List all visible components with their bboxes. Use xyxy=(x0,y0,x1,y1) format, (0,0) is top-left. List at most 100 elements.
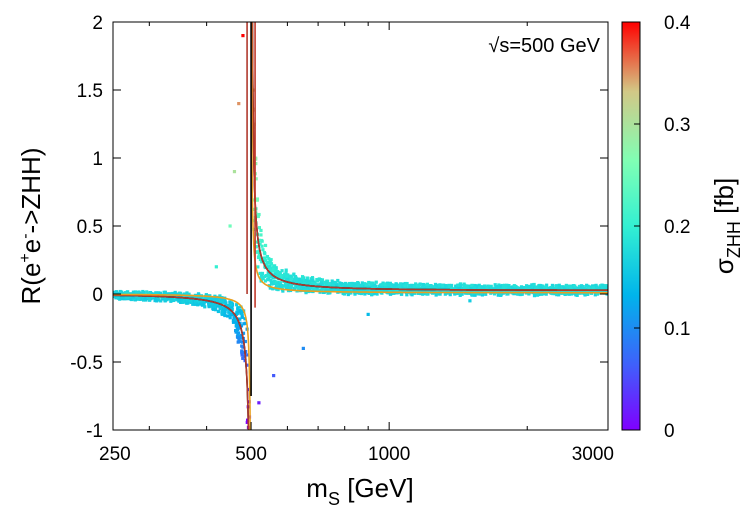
scatter-point xyxy=(380,282,384,287)
scatter-point xyxy=(211,304,215,308)
scatter-point xyxy=(240,349,244,353)
scatter-point xyxy=(459,289,463,293)
y-axis-title-sup1: + xyxy=(17,253,34,262)
scatter-point xyxy=(464,285,468,289)
scatter-point xyxy=(237,337,241,341)
scatter-point xyxy=(297,286,301,290)
scatter-point xyxy=(527,292,531,296)
scatter-point xyxy=(469,285,473,289)
scatter-point xyxy=(531,289,535,294)
scatter-point xyxy=(123,295,127,299)
scatter-point xyxy=(488,289,492,294)
scatter-point xyxy=(353,292,357,296)
scatter-point xyxy=(231,312,235,317)
x-axis-title-sub: S xyxy=(328,489,340,509)
scatter-point xyxy=(313,288,317,292)
scatter-point xyxy=(128,297,132,301)
scatter-point xyxy=(148,297,152,301)
scatter-point xyxy=(468,299,472,303)
scatter-point xyxy=(186,294,190,298)
scatter-point xyxy=(187,292,191,296)
scatter-point xyxy=(313,280,317,284)
scatter-point xyxy=(263,243,268,248)
scatter-point xyxy=(425,282,429,286)
y-tick-label: 1.5 xyxy=(77,81,103,102)
scatter-point xyxy=(412,284,416,288)
scatter-point xyxy=(430,289,434,293)
colorbar-title-unit: [fb] xyxy=(709,178,739,221)
scatter-point xyxy=(223,313,227,318)
scatter-point xyxy=(267,277,271,281)
scatter-point xyxy=(544,285,548,289)
scatter-point xyxy=(510,285,515,290)
scatter-point xyxy=(236,307,240,311)
scatter-point xyxy=(581,285,585,289)
scatter-point xyxy=(564,289,568,293)
scatter-point xyxy=(485,285,489,290)
scatter-point xyxy=(133,291,137,295)
scatter-point xyxy=(601,283,605,287)
scatter-point xyxy=(575,293,579,297)
scatter-point xyxy=(349,285,353,289)
scatter-point xyxy=(591,286,595,290)
scatter-point xyxy=(343,289,347,293)
scatter-point xyxy=(260,271,265,276)
scatter-point xyxy=(563,292,567,297)
scatter-point xyxy=(119,291,124,295)
scatter-point xyxy=(210,296,214,300)
scatter-point xyxy=(356,289,360,293)
scatter-point xyxy=(295,283,300,287)
scatter-point xyxy=(483,284,487,288)
scatter-point xyxy=(292,273,296,277)
scatter-point xyxy=(532,282,536,287)
scatter-point xyxy=(345,283,349,287)
scatter-point xyxy=(228,301,232,305)
scatter-point xyxy=(430,286,434,290)
scatter-point xyxy=(184,299,188,304)
scatter-point xyxy=(235,303,239,307)
scatter-point xyxy=(155,299,159,303)
scatter-point xyxy=(356,281,360,285)
scatter-point xyxy=(304,291,308,295)
scatter-point xyxy=(160,295,164,299)
scatter-point xyxy=(118,289,122,294)
scatter-point xyxy=(160,297,164,301)
scatter-point xyxy=(284,278,288,283)
y-axis-title-post: ->ZHH) xyxy=(16,148,46,234)
scatter-point xyxy=(551,287,555,291)
scatter-point xyxy=(568,286,573,290)
scatter-point xyxy=(499,289,503,293)
scatter-point xyxy=(470,283,474,287)
scatter-point xyxy=(286,276,290,280)
scatter-point xyxy=(289,276,294,280)
scatter-point xyxy=(557,287,562,291)
scatter-point xyxy=(301,286,305,290)
scatter-point xyxy=(246,353,250,357)
scatter-point xyxy=(499,293,503,297)
x-axis-title: mS [GeV] xyxy=(306,473,413,509)
scatter-point xyxy=(432,285,436,289)
scatter-point xyxy=(241,331,246,335)
scatter-point xyxy=(477,286,482,290)
scatter-point xyxy=(234,329,239,333)
scatter-point xyxy=(554,285,558,289)
scatter-point xyxy=(238,308,242,313)
scatter-point xyxy=(163,290,167,294)
scatter-point xyxy=(211,298,215,302)
scatter-point xyxy=(235,318,239,322)
scatter-point xyxy=(544,292,548,296)
scatter-point xyxy=(179,297,183,301)
scatter-point xyxy=(598,284,603,288)
scatter-point xyxy=(271,276,275,280)
scatter-point xyxy=(240,313,244,318)
scatter-point xyxy=(294,285,298,289)
scatter-point xyxy=(267,257,271,261)
scatter-point xyxy=(449,285,454,290)
scatter-point xyxy=(506,286,510,290)
scatter-point xyxy=(220,311,224,315)
scatter-point xyxy=(230,303,235,307)
scatter-point xyxy=(466,290,470,294)
scatter-point xyxy=(220,309,224,313)
scatter-point xyxy=(189,300,193,304)
scatter-point xyxy=(370,289,374,293)
